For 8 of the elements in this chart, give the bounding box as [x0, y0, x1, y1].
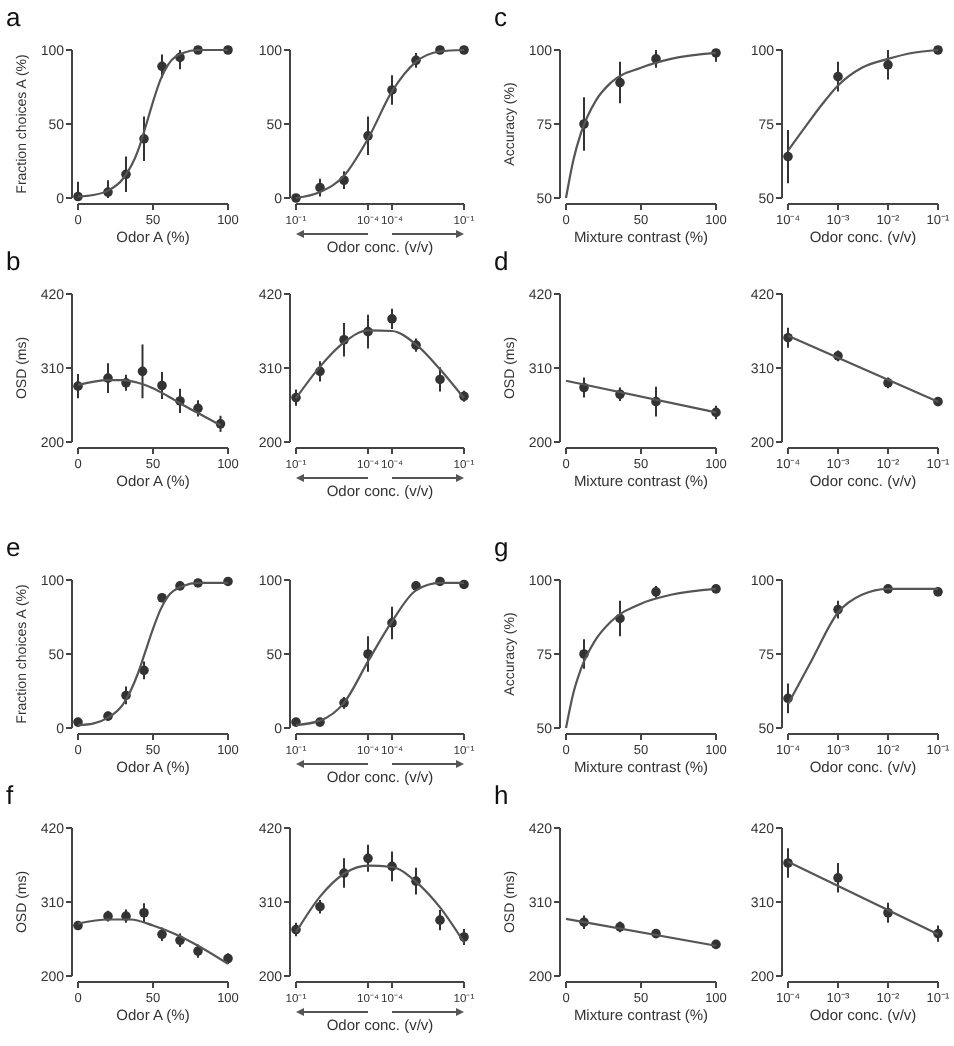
- chart-title: a: [6, 2, 22, 32]
- chart-title: e: [6, 532, 21, 562]
- chart-title: g: [494, 532, 509, 562]
- chart-title: b: [6, 246, 21, 276]
- chart-title: c: [494, 2, 508, 32]
- chart-title: d: [494, 246, 509, 276]
- chart-title: f: [6, 780, 14, 810]
- chart-title: h: [494, 780, 509, 810]
